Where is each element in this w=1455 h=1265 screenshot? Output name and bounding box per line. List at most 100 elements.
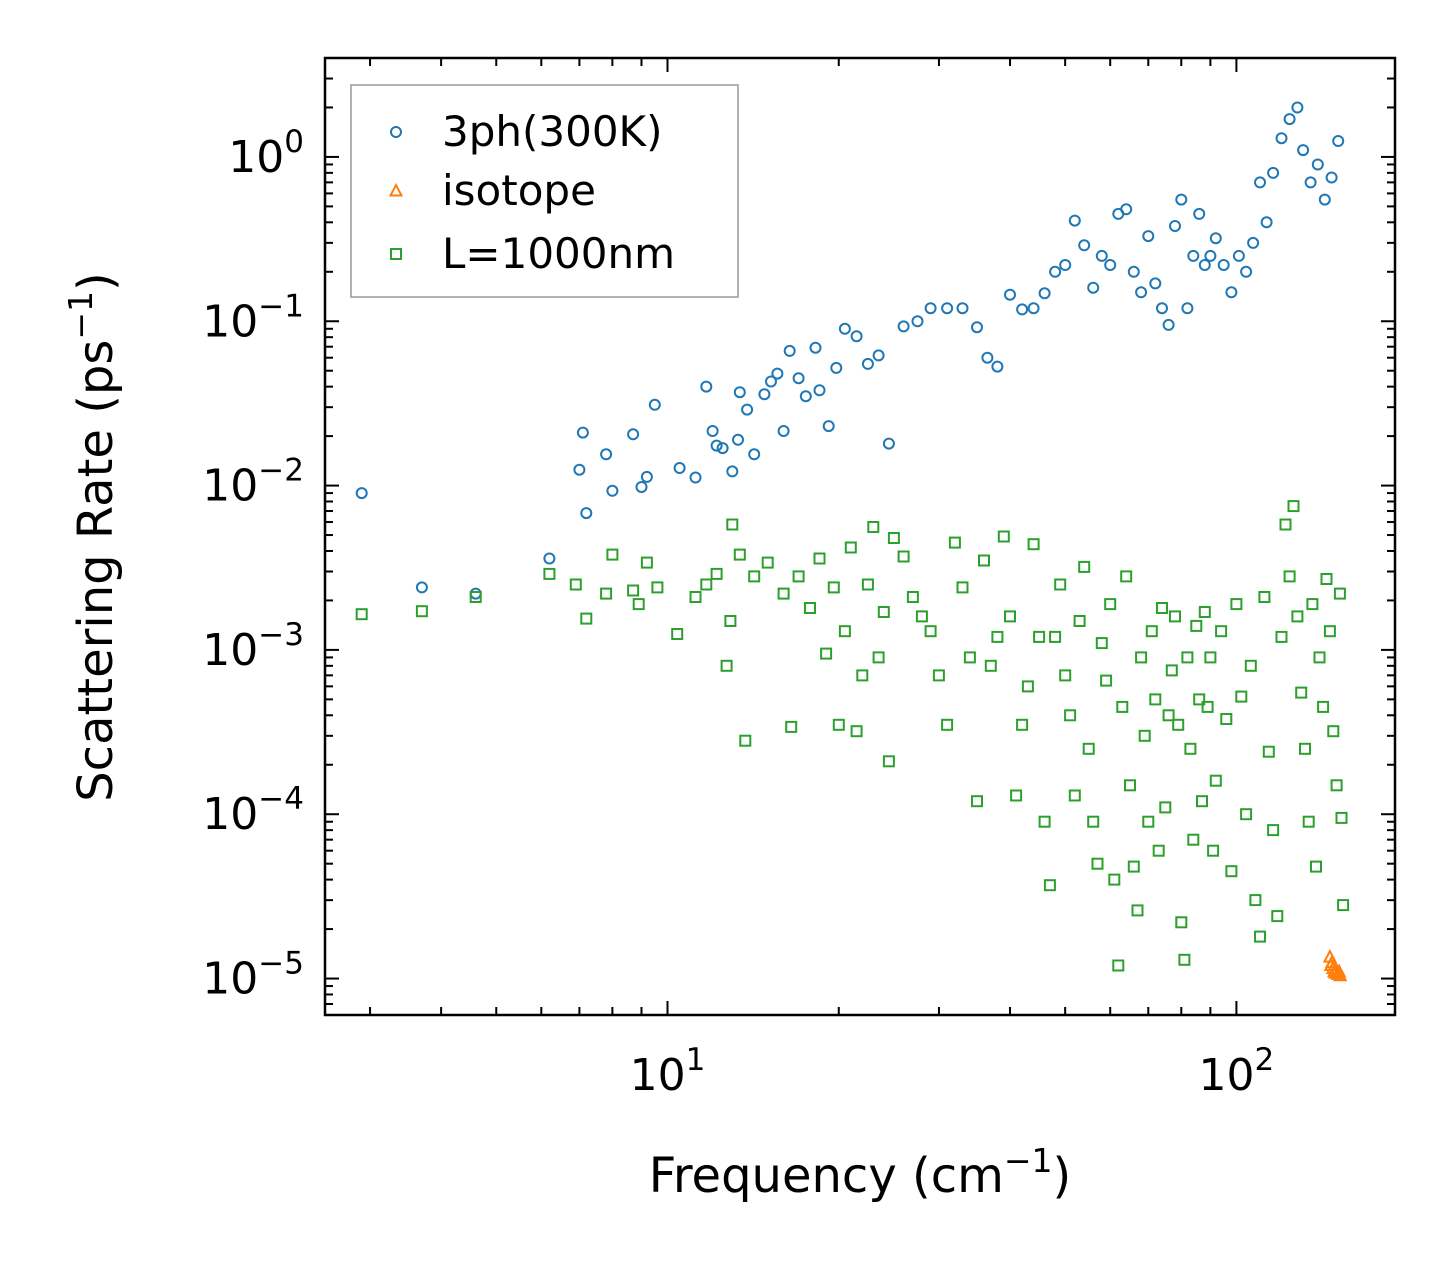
square-point [627, 584, 640, 597]
square-point [640, 556, 653, 569]
circle-point [1318, 193, 1331, 206]
circle-point [576, 426, 589, 439]
square-point [1204, 651, 1217, 664]
square-point [1100, 674, 1113, 687]
square-point [1165, 664, 1178, 677]
square-point [1337, 899, 1350, 912]
circle-point [838, 322, 851, 335]
circle-point [1283, 113, 1296, 126]
square-point [1187, 833, 1200, 846]
square-point [1145, 625, 1158, 638]
square-point [1010, 789, 1023, 802]
circle-point [1254, 176, 1266, 189]
x-tick-label: 102 [1199, 1042, 1275, 1101]
circle-point [991, 360, 1004, 373]
square-point [882, 755, 895, 768]
square-point [861, 578, 874, 591]
square-point [700, 578, 713, 591]
square-point [1330, 779, 1343, 792]
circle-point [1217, 259, 1230, 271]
square-point [941, 718, 954, 731]
circle-point [897, 320, 910, 333]
square-point [1295, 686, 1308, 699]
square-point [1073, 615, 1086, 627]
series-triangle [1322, 948, 1348, 982]
square-point [1291, 610, 1304, 623]
circle-point [1162, 318, 1175, 331]
y-tick-label: 10−2 [202, 453, 304, 512]
square-point [1059, 669, 1072, 682]
circle-point [635, 481, 648, 493]
circle-point [627, 428, 640, 441]
circle-point [882, 437, 895, 450]
circle-point [1095, 249, 1108, 262]
circle-point [924, 302, 937, 315]
square-point [1230, 598, 1243, 611]
circle-point [1016, 303, 1029, 316]
square-point [1279, 518, 1292, 531]
square-point [887, 532, 900, 544]
circle-point [799, 390, 812, 403]
square-point [1004, 610, 1016, 623]
circle-point [1232, 249, 1245, 262]
square-point [1302, 815, 1315, 828]
square-point [1209, 774, 1222, 787]
square-point [569, 578, 582, 591]
square-point [632, 598, 645, 611]
square-point [1306, 598, 1319, 611]
square-point [1169, 610, 1181, 623]
square-point [991, 630, 1004, 643]
circle-point [1240, 265, 1253, 278]
triangle-point [1324, 954, 1340, 969]
square-point [1262, 745, 1275, 758]
y-tick-label: 100 [228, 124, 304, 183]
circle-point [1275, 132, 1288, 145]
circle-point [648, 398, 661, 411]
circle-point [1004, 288, 1016, 301]
square-point [915, 610, 928, 623]
x-axis-label-sup: −1 [1004, 1141, 1053, 1180]
square-point [844, 541, 857, 554]
square-point [1095, 637, 1108, 650]
square-point [872, 651, 885, 664]
square-point [1068, 789, 1081, 802]
circle-point [1049, 265, 1062, 278]
y-tick-label: 10−4 [202, 781, 304, 840]
square-point [748, 570, 761, 583]
square-point [415, 605, 428, 618]
square-point [1323, 625, 1336, 638]
square-point [1112, 959, 1125, 972]
circle-point [600, 448, 613, 461]
square-point [1193, 693, 1206, 706]
y-tick-label: 10−1 [202, 288, 304, 347]
square-point [1313, 651, 1326, 664]
square-point [689, 591, 702, 603]
circle-point [813, 384, 826, 397]
square-point [1124, 779, 1136, 792]
square-point [1235, 690, 1248, 703]
circle-point [1149, 277, 1162, 290]
circle-point [1068, 214, 1081, 227]
y-tick-labels: 100 10−1 10−2 10−3 10−4 10−5 [202, 124, 304, 1005]
circle-point [700, 380, 713, 393]
circle-point [1209, 232, 1222, 245]
square-point [820, 647, 833, 660]
square-point [827, 581, 840, 594]
circle-point [640, 470, 653, 483]
square-point [1335, 811, 1348, 824]
square-point [733, 548, 746, 561]
circle-point [573, 463, 586, 476]
square-point [838, 625, 851, 638]
square-point [1299, 742, 1311, 755]
square-point [1038, 815, 1051, 828]
circle-point [1247, 236, 1260, 249]
square-point [906, 591, 919, 603]
series-square [355, 500, 1350, 972]
circle-point [1198, 259, 1211, 271]
square-point [761, 556, 774, 569]
circle-point [716, 442, 729, 455]
square-point [580, 612, 593, 625]
legend-label-isotope: isotope [442, 166, 596, 215]
square-point [792, 570, 805, 583]
